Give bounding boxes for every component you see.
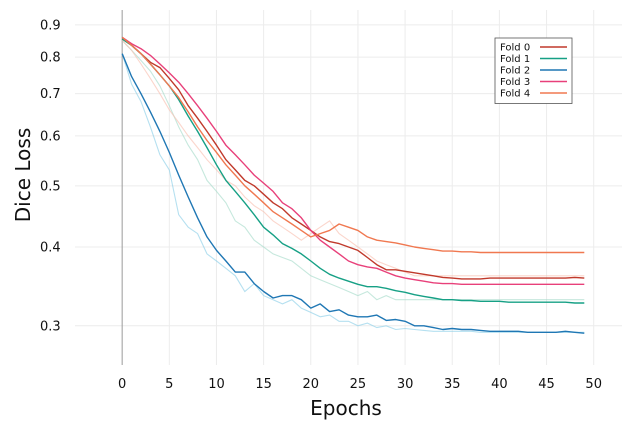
x-tick-label: 5 <box>165 377 173 392</box>
x-tick-label: 10 <box>208 377 225 392</box>
x-tick-label: 35 <box>444 377 461 392</box>
x-axis-label: Epochs <box>310 396 382 420</box>
faint-series-line <box>121 53 585 333</box>
y-tick-label: 0.4 <box>40 240 61 255</box>
y-tick-label: 0.8 <box>40 51 61 66</box>
x-tick-label: 0 <box>118 377 126 392</box>
series-line-fold-0 <box>121 38 585 280</box>
legend-entry-label: Fold 1 <box>500 54 530 65</box>
x-tick-label: 40 <box>491 377 508 392</box>
legend-entry-label: Fold 3 <box>500 77 530 88</box>
faint-series-line <box>121 40 585 301</box>
y-tick-label: 0.3 <box>40 319 61 334</box>
series-line-fold-3 <box>121 36 585 285</box>
legend-entry-label: Fold 4 <box>500 89 530 100</box>
x-tick-label: 20 <box>303 377 320 392</box>
faint-series-group <box>121 40 585 333</box>
legend-entry-label: Fold 2 <box>500 66 530 77</box>
y-tick-label: 0.6 <box>40 129 61 144</box>
x-tick-label: 50 <box>585 377 602 392</box>
series-line-fold-4 <box>121 36 585 254</box>
faint-series-line <box>121 40 585 277</box>
series-line-fold-2 <box>121 53 585 334</box>
legend-entry-label: Fold 0 <box>500 43 530 54</box>
x-tick-label: 25 <box>350 377 367 392</box>
series-line-fold-1 <box>121 38 585 304</box>
x-tick-label: 15 <box>255 377 272 392</box>
y-tick-label: 0.9 <box>40 18 61 33</box>
y-axis-label: Dice Loss <box>11 128 35 222</box>
y-tick-label: 0.5 <box>40 179 61 194</box>
x-tick-label: 45 <box>538 377 555 392</box>
y-tick-labels: 0.3 0.4 0.5 0.6 0.7 0.8 0.9 <box>40 18 61 334</box>
grid-lines <box>75 10 622 365</box>
series-group <box>121 36 585 334</box>
y-tick-label: 0.7 <box>40 87 61 102</box>
x-tick-label: 30 <box>397 377 414 392</box>
x-tick-labels: 0 5 10 15 20 25 30 35 40 45 50 <box>118 377 602 392</box>
